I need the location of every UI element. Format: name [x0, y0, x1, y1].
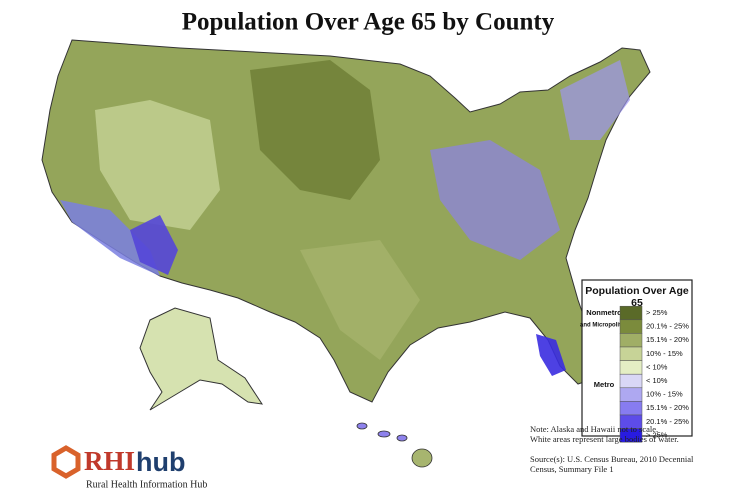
region-shade: [250, 60, 380, 200]
logo-brand: RHI: [84, 446, 135, 476]
region-shade: [130, 215, 178, 275]
notes: Note: Alaska and Hawaii not to scale. Wh…: [530, 424, 694, 474]
legend-label: 10% - 15%: [646, 349, 683, 358]
legend-label: < 10%: [646, 362, 668, 371]
us-map: [41, 39, 651, 403]
legend-swatch: [619, 428, 643, 443]
logo-icon: [51, 445, 81, 479]
logo-tagline: Rural Health Information Hub: [86, 479, 207, 490]
region-shade: [536, 334, 566, 376]
legend-swatch: [619, 373, 643, 389]
map-title: Population Over Age 65 by County: [182, 9, 555, 36]
legend-group-label: Nonmetro: [586, 308, 622, 317]
legend-label: 15.1% - 20%: [646, 335, 689, 344]
legend-swatch: [619, 333, 643, 348]
legend-label: 20.1% - 25%: [646, 322, 689, 331]
region-shade: [300, 240, 420, 360]
source: Census, Summary File 1: [530, 464, 614, 474]
legend-label: > 25%: [646, 308, 668, 317]
region-shade: [95, 100, 220, 230]
legend-label: 20.1% - 25%: [646, 417, 689, 426]
legend-label: > 25%: [646, 430, 668, 439]
legend-label: 10% - 15%: [646, 390, 683, 399]
legend-group-label: Metro: [594, 380, 615, 389]
logo: RHI hub Rural Health Information Hub: [51, 445, 207, 490]
region-shade: [430, 140, 560, 260]
note: Note: Alaska and Hawaii not to scale.: [530, 424, 658, 434]
legend-group-sublabel: and Micropolitan: [580, 323, 628, 329]
legend-swatch: [619, 387, 643, 402]
hawaii: [356, 422, 433, 468]
legend-swatch: [619, 319, 643, 334]
legend-swatch: [619, 360, 643, 375]
note: White areas represent large bodies of wa…: [530, 434, 679, 444]
alaska: [139, 307, 264, 411]
region-shade: [60, 200, 160, 276]
legend-swatch: [619, 346, 643, 361]
legend-swatch: [619, 401, 643, 416]
legend-label: < 10%: [646, 376, 668, 385]
source: Source(s): U.S. Census Bureau, 2010 Dece…: [530, 454, 694, 464]
region-shade: [560, 60, 630, 140]
legend-label: 15.1% - 20%: [646, 403, 689, 412]
logo-brand: hub: [136, 447, 185, 477]
legend-swatch: [619, 305, 643, 321]
legend-title: Population Over Age 65: [585, 285, 689, 309]
